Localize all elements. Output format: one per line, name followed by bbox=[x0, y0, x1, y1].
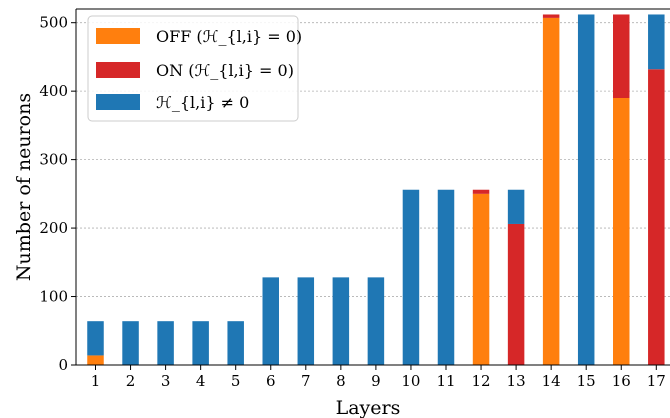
bar-segment bbox=[87, 321, 104, 356]
bar-segment bbox=[437, 189, 455, 365]
bar-segment bbox=[577, 14, 595, 365]
y-tick-label: 0 bbox=[58, 356, 68, 374]
bar-segment bbox=[227, 321, 244, 365]
y-tick-label: 100 bbox=[39, 288, 68, 306]
legend: OFF (ℋ_{l,i} = 0) ON (ℋ_{l,i} = 0) ℋ_{l,i}… bbox=[87, 15, 302, 122]
x-tick-label: 11 bbox=[436, 372, 455, 390]
bar-segment bbox=[542, 17, 560, 366]
x-tick-label: 13 bbox=[507, 372, 526, 390]
legend-swatch bbox=[96, 62, 140, 78]
y-tick-label: 400 bbox=[39, 82, 68, 100]
bar-segment bbox=[648, 14, 665, 70]
x-tick-label: 6 bbox=[266, 372, 276, 390]
x-axis-label: Layers bbox=[336, 397, 401, 418]
legend-box bbox=[87, 15, 299, 122]
y-axis-label: Number of neurons bbox=[13, 93, 35, 281]
bar-segment bbox=[262, 277, 279, 365]
y-tick-label: 500 bbox=[39, 14, 68, 32]
x-tick-label: 4 bbox=[196, 372, 206, 390]
x-tick-label: 16 bbox=[612, 372, 631, 390]
bar-segment bbox=[472, 189, 490, 194]
bar-segment bbox=[507, 223, 525, 365]
bar-segment bbox=[613, 14, 630, 99]
x-tick-label: 2 bbox=[126, 372, 136, 390]
legend-swatch bbox=[96, 94, 140, 110]
bar-segment bbox=[297, 277, 315, 365]
x-tick-label: 10 bbox=[401, 372, 420, 390]
x-tick-label: 15 bbox=[577, 372, 596, 390]
legend-label: ON (ℋ_{l,i} = 0) bbox=[156, 61, 294, 80]
legend-label: OFF (ℋ_{l,i} = 0) bbox=[156, 27, 302, 46]
x-tick-label: 1 bbox=[91, 372, 101, 390]
bar-segment bbox=[157, 321, 174, 365]
x-tick-label: 12 bbox=[472, 372, 491, 390]
bar-segment bbox=[192, 321, 209, 365]
x-tick-label: 14 bbox=[542, 372, 561, 390]
bar-segment bbox=[332, 277, 350, 365]
bar-segment bbox=[122, 321, 139, 365]
x-tick-label: 3 bbox=[161, 372, 171, 390]
bar-segment bbox=[613, 98, 630, 365]
bar-segment bbox=[402, 189, 420, 365]
x-tick-label: 17 bbox=[647, 372, 666, 390]
bar-segment bbox=[367, 277, 385, 365]
bar-segment bbox=[472, 193, 490, 365]
legend-label: ℋ_{l,i} ≠ 0 bbox=[156, 93, 249, 112]
y-tick-label: 300 bbox=[39, 151, 68, 169]
x-tick-label: 8 bbox=[336, 372, 346, 390]
x-tick-label: 9 bbox=[371, 372, 381, 390]
bars bbox=[87, 14, 665, 366]
x-tick-label: 5 bbox=[231, 372, 241, 390]
x-tick-label: 7 bbox=[301, 372, 311, 390]
legend-swatch bbox=[96, 28, 140, 44]
bar-segment bbox=[648, 69, 665, 365]
bar-segment bbox=[507, 189, 525, 224]
bar-segment bbox=[542, 14, 560, 18]
y-tick-label: 200 bbox=[39, 219, 68, 237]
bar-segment bbox=[87, 355, 104, 365]
